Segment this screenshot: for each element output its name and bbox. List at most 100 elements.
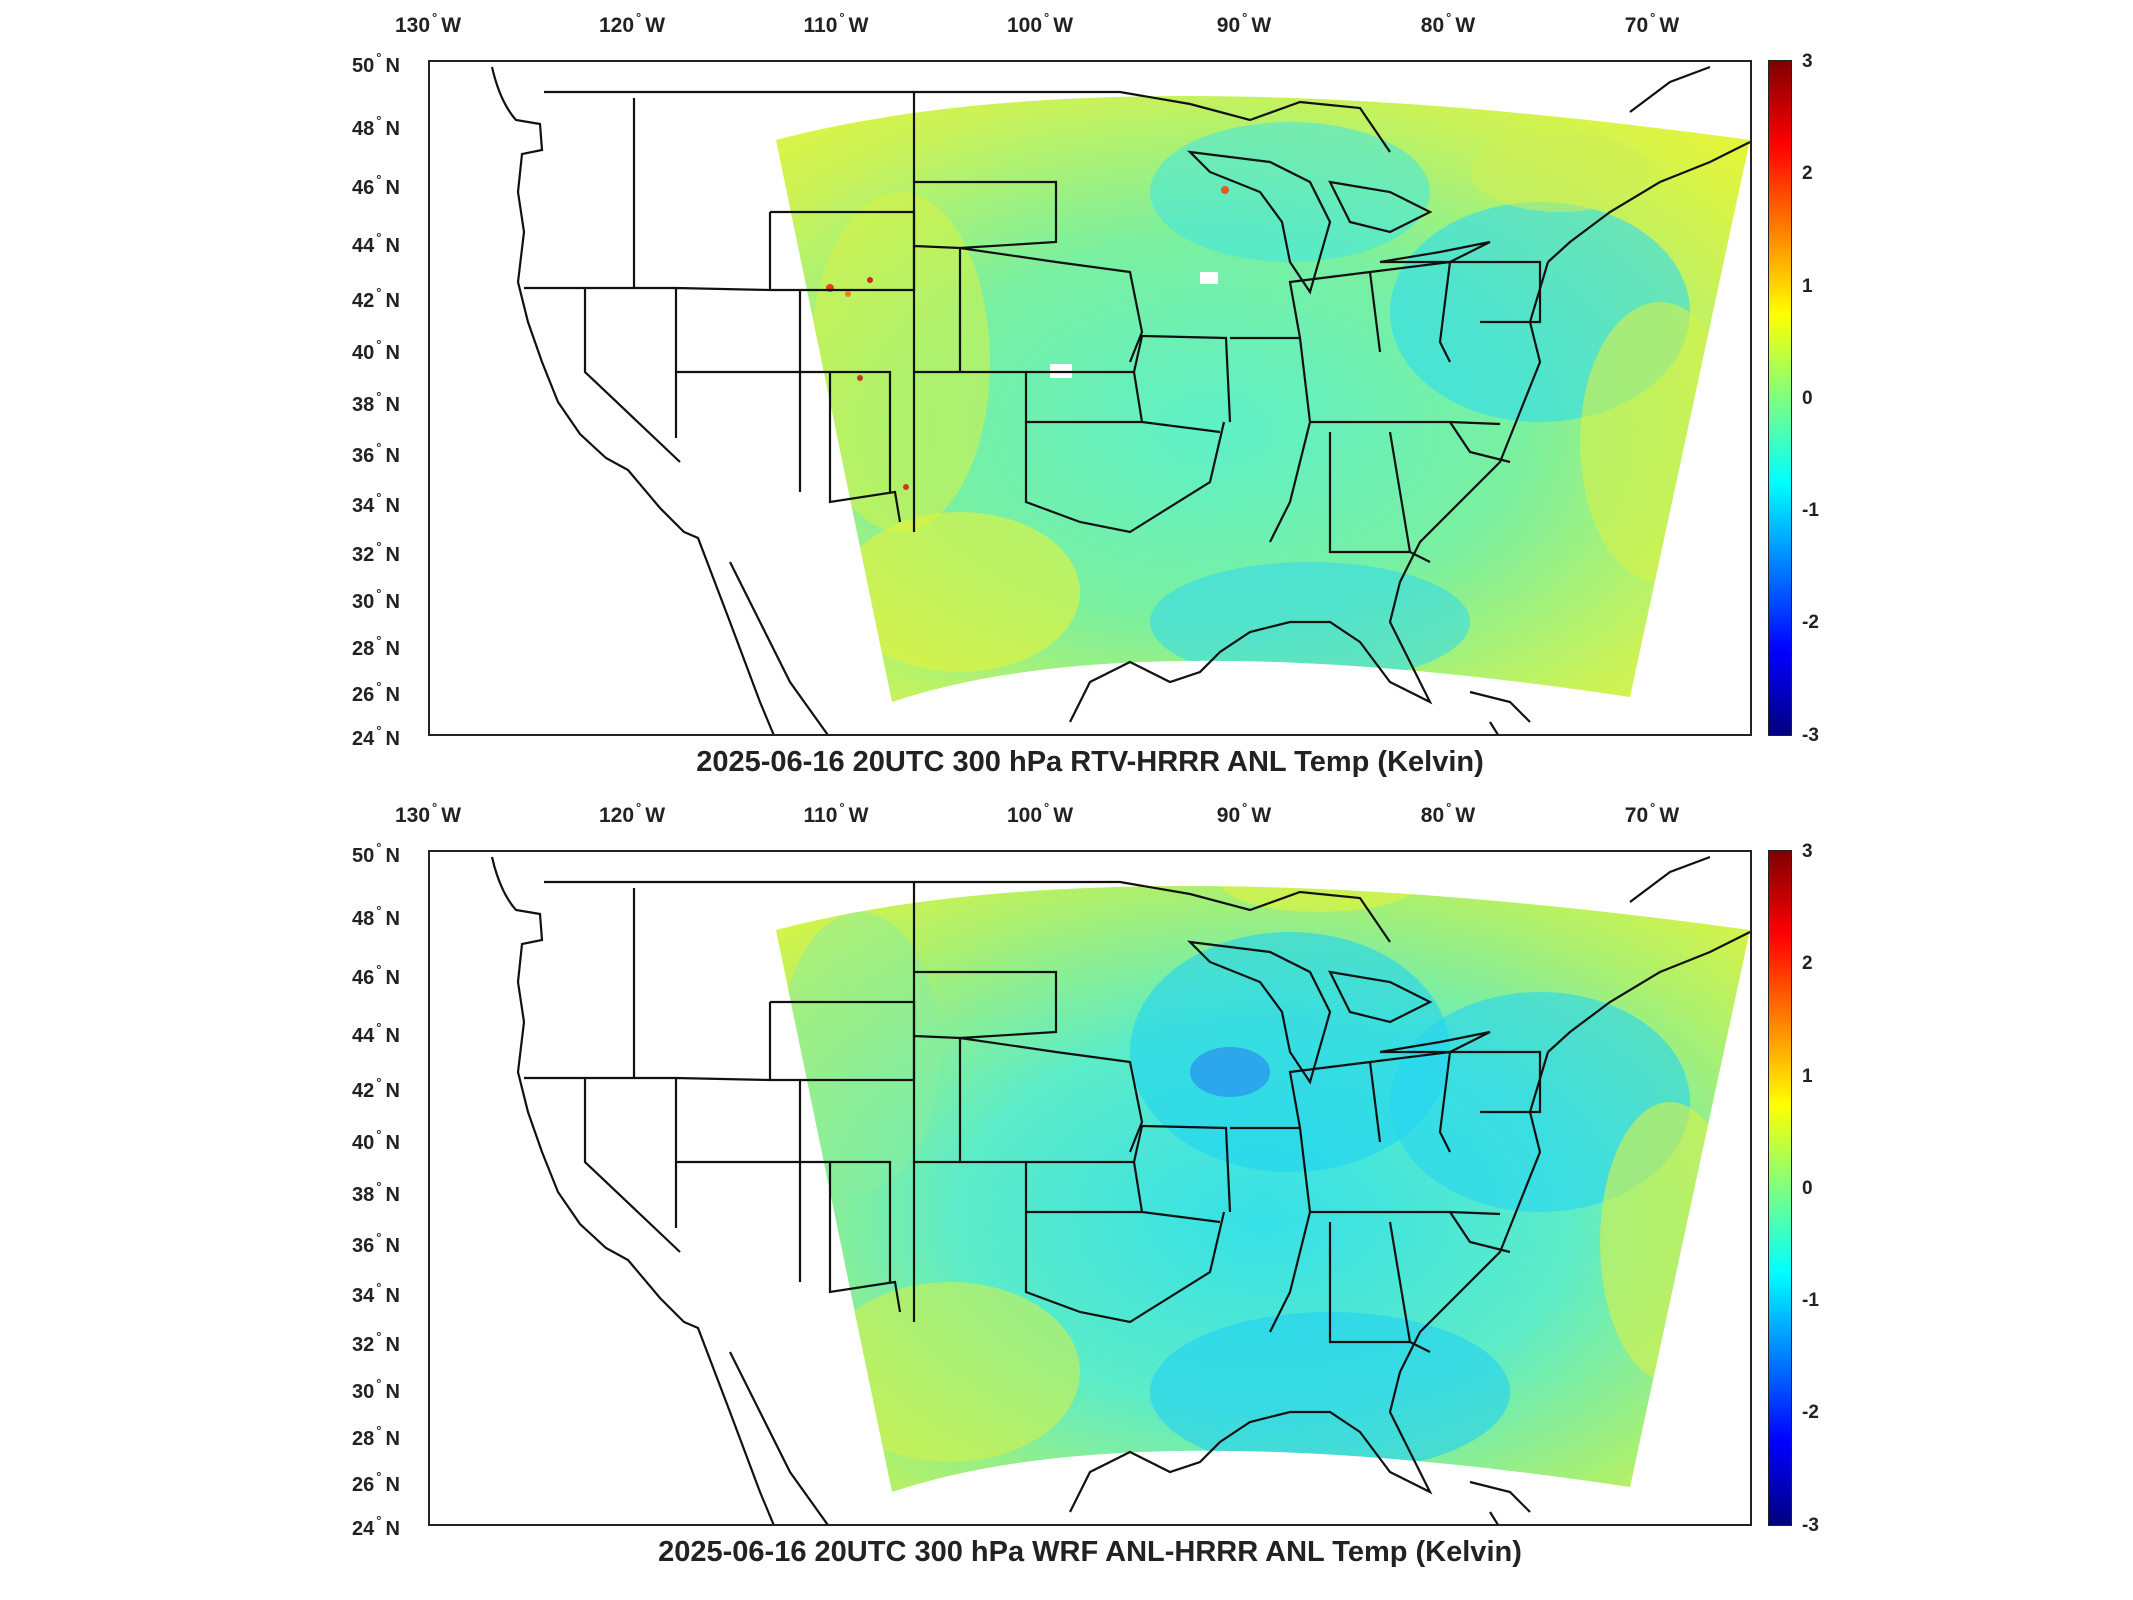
lon-label: 110 ° W (803, 800, 869, 827)
colorbar (1768, 850, 1792, 1526)
colorbar-tick: 1 (1802, 1066, 1813, 1087)
field-patch (780, 912, 940, 1192)
map-svg (490, 65, 1750, 734)
lat-label: 24 ° N (352, 1513, 400, 1540)
lat-label: 28 ° N (352, 1423, 400, 1450)
field-patch (1150, 1312, 1510, 1472)
field-patch (1470, 132, 1650, 212)
field-patch (1600, 1102, 1740, 1382)
lat-label: 38 ° N (352, 1179, 400, 1206)
lon-label: 120 ° W (598, 800, 666, 827)
field-speck (857, 375, 863, 381)
east-coastline (1069, 1051, 1550, 1513)
lon-label: 80 ° W (1420, 10, 1476, 37)
field-patch (820, 1282, 1080, 1462)
colorbar-tick: 2 (1802, 953, 1813, 974)
lat-label: 38 ° N (352, 389, 400, 416)
lat-label: 44 ° N (352, 230, 400, 257)
lon-label: 120 ° W (598, 10, 666, 37)
lat-label: 48 ° N (352, 113, 400, 140)
panel-title: 2025-06-16 20UTC 300 hPa WRF ANL-HRRR AN… (658, 1536, 1522, 1568)
field-anomalies (780, 886, 1740, 1472)
lat-label: 42 ° N (352, 1075, 400, 1102)
cuba-islands (1469, 1480, 1531, 1524)
field-speck (867, 277, 873, 283)
lat-label: 24 ° N (352, 723, 400, 750)
lat-label: 32 ° N (352, 539, 400, 566)
lat-label: 50 ° N (352, 840, 400, 867)
lon-label: 70 ° W (1624, 800, 1680, 827)
baja-coast (729, 1351, 829, 1524)
lat-label: 42 ° N (352, 285, 400, 312)
map-panel-rtv: 130 ° W 120 ° W 110 ° W 100 ° W 90 ° W 80 ° W 70 ° W 5… (352, 10, 1819, 778)
colorbar (1768, 60, 1792, 736)
lon-label: 70 ° W (1624, 10, 1680, 37)
canada-border (544, 90, 1391, 153)
baja-coast (729, 561, 829, 734)
missing-data (1200, 272, 1218, 284)
map-plot-area (428, 60, 1752, 736)
map-plot-area (428, 850, 1752, 1526)
lat-label: 30 ° N (352, 1376, 400, 1403)
east-coastline (1069, 261, 1550, 723)
lat-label: 44 ° N (352, 1020, 400, 1047)
field-patch (810, 192, 990, 532)
northeast-coastline (1547, 855, 1750, 1053)
colorbar-tick: 0 (1802, 388, 1813, 409)
lat-label: 40 ° N (352, 337, 400, 364)
lat-label: 26 ° N (352, 1469, 400, 1496)
lat-label: 50 ° N (352, 50, 400, 77)
lat-label: 40 ° N (352, 1127, 400, 1154)
lat-label: 28 ° N (352, 633, 400, 660)
lat-label: 34 ° N (352, 490, 400, 517)
geography-outlines (490, 855, 1750, 1524)
lon-label: 130 ° W (394, 800, 462, 827)
field-speck (845, 291, 851, 297)
lat-label: 46 ° N (352, 172, 400, 199)
map-svg (490, 855, 1750, 1524)
field-speck (1221, 186, 1229, 194)
field-patch (840, 512, 1080, 672)
colorbar-tick: -1 (1802, 1290, 1819, 1311)
lon-label: 100 ° W (1006, 800, 1074, 827)
lon-label: 90 ° W (1216, 800, 1272, 827)
colorbar-tick: 3 (1802, 51, 1813, 72)
west-coastline (490, 856, 775, 1524)
colorbar-tick: -3 (1802, 1515, 1819, 1536)
field-patch (1190, 1047, 1270, 1097)
colorbar-tick: 0 (1802, 1178, 1813, 1199)
lat-label: 26 ° N (352, 679, 400, 706)
lat-label: 32 ° N (352, 1329, 400, 1356)
great-lakes (1186, 940, 1491, 1085)
colorbar-tick: 3 (1802, 841, 1813, 862)
field-patch (1580, 302, 1740, 582)
map-panel-wrf: 130 ° W 120 ° W 110 ° W 100 ° W 90 ° W 80 ° W 70 ° W 5… (0, 790, 2133, 1590)
panel-title: 2025-06-16 20UTC 300 hPa RTV-HRRR ANL Te… (696, 746, 1484, 778)
field-patch (1220, 886, 1420, 912)
lat-label: 48 ° N (352, 903, 400, 930)
lon-label: 80 ° W (1420, 800, 1476, 827)
field-anomalies (810, 122, 1740, 682)
lon-label: 90 ° W (1216, 10, 1272, 37)
lat-label: 36 ° N (352, 440, 400, 467)
state-boundaries-central (912, 92, 1232, 534)
colorbar-tick: 1 (1802, 276, 1813, 297)
great-lakes (1186, 150, 1491, 295)
canada-border (544, 880, 1391, 943)
geography-outlines (490, 65, 1750, 734)
northeast-coastline (1547, 65, 1750, 263)
colorbar-tick: -2 (1802, 1402, 1819, 1423)
lat-label: 46 ° N (352, 962, 400, 989)
lon-label: 110 ° W (803, 10, 869, 37)
lon-label: 100 ° W (1006, 10, 1074, 37)
lat-label: 30 ° N (352, 586, 400, 613)
field-speck (903, 484, 909, 490)
field-patch (1150, 122, 1430, 262)
west-coastline (490, 66, 775, 734)
colorbar-tick: 2 (1802, 163, 1813, 184)
state-boundaries-central (912, 882, 1232, 1324)
lat-label: 36 ° N (352, 1230, 400, 1257)
lon-label: 130 ° W (394, 10, 462, 37)
colorbar-tick: -1 (1802, 500, 1819, 521)
cuba-islands (1469, 690, 1531, 734)
